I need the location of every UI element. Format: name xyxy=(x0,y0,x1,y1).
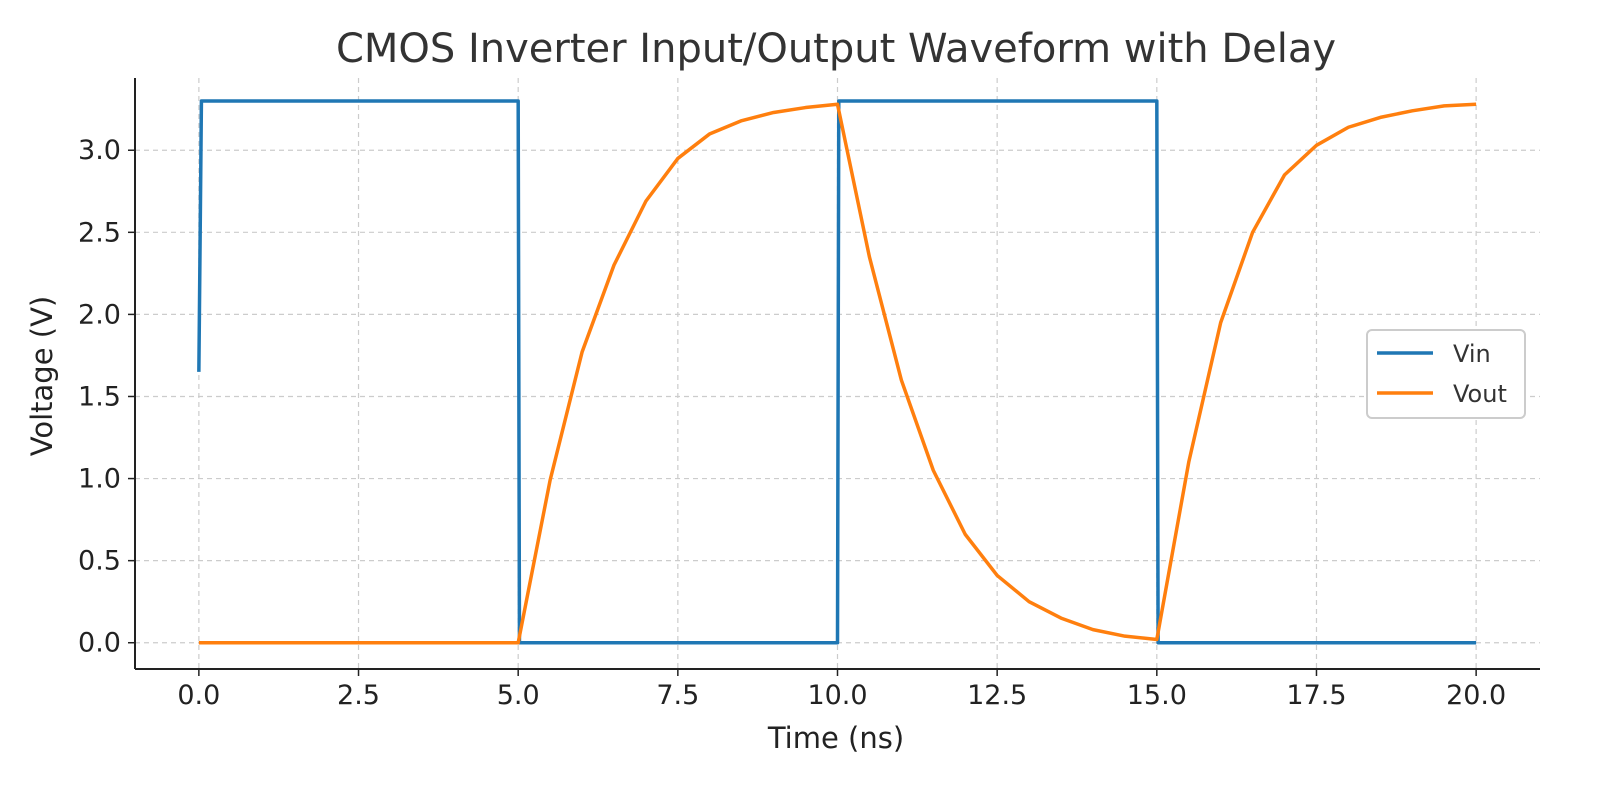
x-tick-label: 0.0 xyxy=(177,680,220,711)
x-tick-label: 17.5 xyxy=(1286,680,1346,711)
x-tick-label: 2.5 xyxy=(337,680,380,711)
legend-label-vin: Vin xyxy=(1453,340,1491,368)
chart-title: CMOS Inverter Input/Output Waveform with… xyxy=(336,26,1336,72)
legend-label-vout: Vout xyxy=(1453,380,1507,408)
y-tick-label: 0.0 xyxy=(78,628,121,659)
x-tick-label: 12.5 xyxy=(967,680,1027,711)
y-tick-label: 2.0 xyxy=(78,299,121,330)
x-tick-label: 5.0 xyxy=(497,680,540,711)
y-tick-label: 1.0 xyxy=(78,464,121,495)
x-tick-label: 10.0 xyxy=(807,680,867,711)
series-line-vout xyxy=(198,102,1477,645)
x-tick-label: 20.0 xyxy=(1446,680,1506,711)
series-line-vin xyxy=(197,99,1477,645)
series xyxy=(197,99,1477,645)
y-tick-label: 2.5 xyxy=(78,217,121,248)
x-tick-label: 15.0 xyxy=(1127,680,1187,711)
legend: Vin Vout xyxy=(1366,329,1526,419)
y-ticks: 0.0 0.5 1.0 1.5 2.0 2.5 3.0 xyxy=(78,135,135,659)
y-tick-label: 0.5 xyxy=(78,546,121,577)
y-tick-label: 3.0 xyxy=(78,135,121,166)
x-tick-label: 7.5 xyxy=(656,680,699,711)
x-axis-label: Time (ns) xyxy=(767,721,904,755)
y-tick-label: 1.5 xyxy=(78,381,121,412)
y-axis-label: Voltage (V) xyxy=(25,296,59,456)
x-ticks: 0.0 2.5 5.0 7.5 10.0 12.5 15.0 17.5 20.0 xyxy=(177,669,1506,711)
